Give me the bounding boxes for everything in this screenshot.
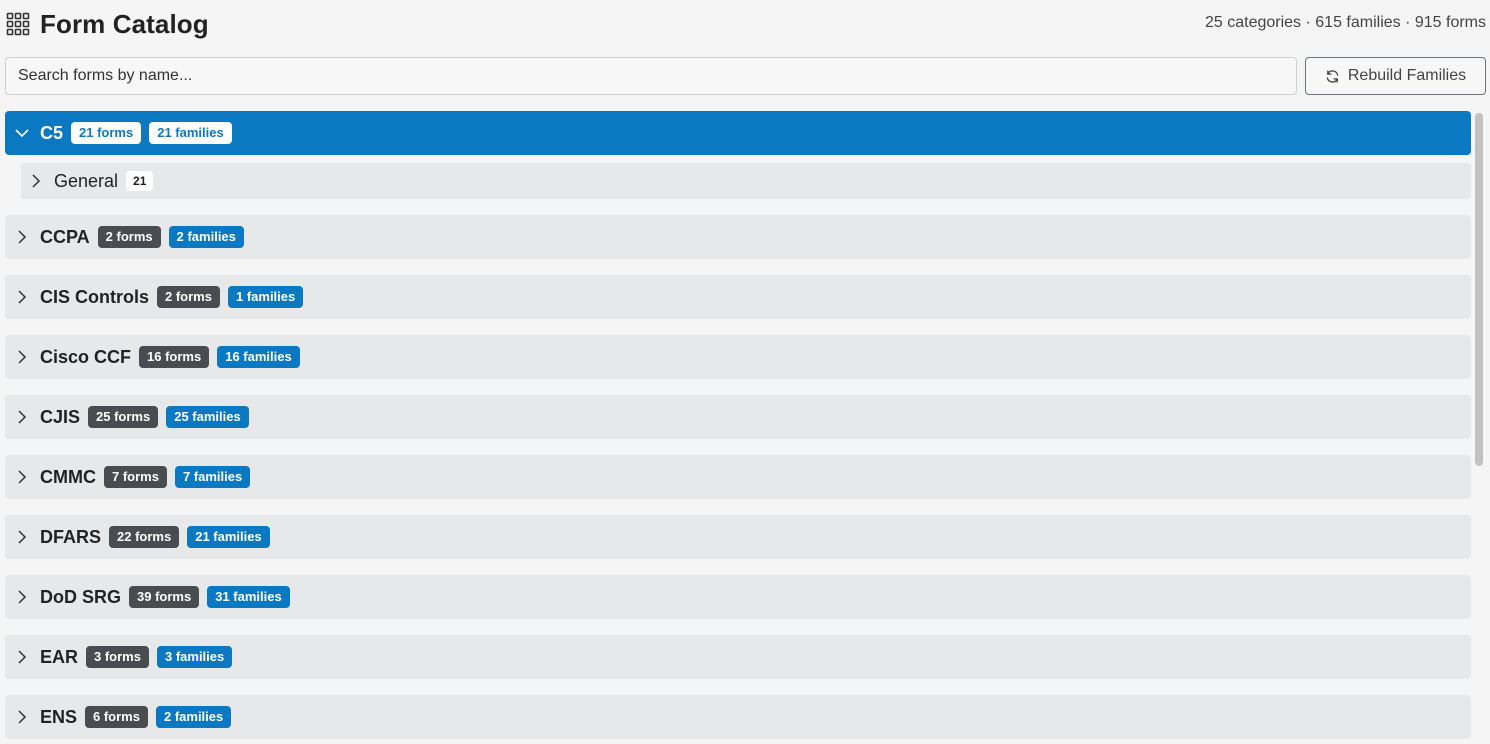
chevron-right-icon (15, 290, 29, 304)
category-name: EAR (40, 646, 79, 667)
chevron-right-icon (15, 650, 29, 664)
category-row-cmmc[interactable]: CMMC 7 forms 7 families (5, 455, 1471, 499)
category-name: ENS (40, 706, 78, 727)
families-count-badge: 2 families (168, 226, 244, 248)
forms-count-badge: 22 forms (109, 526, 180, 548)
catalog-stats: 25 categories · 615 families · 915 forms (1204, 14, 1486, 31)
chevron-right-icon (15, 470, 29, 484)
rebuild-families-button[interactable]: Rebuild Families (1305, 57, 1486, 95)
subcategory-count-badge: 21 (126, 171, 154, 191)
chevron-down-icon (15, 126, 29, 140)
category-name: CCPA (40, 226, 90, 247)
subcategory-row-general[interactable]: General 21 (21, 163, 1471, 199)
families-count-badge: 2 families (155, 706, 232, 728)
category-row-ccpa[interactable]: CCPA 2 forms 2 families (5, 215, 1471, 259)
category-name: CJIS (40, 406, 81, 427)
forms-count-badge: 7 forms (104, 466, 167, 488)
category-row-dod-srg[interactable]: DoD SRG 39 forms 31 families (5, 575, 1471, 619)
page-title: Form Catalog (40, 8, 209, 39)
rebuild-families-label: Rebuild Families (1347, 67, 1467, 84)
chevron-right-icon (15, 710, 29, 724)
chevron-right-icon (15, 230, 29, 244)
chevron-right-icon (29, 174, 43, 188)
forms-count-badge: 21 forms (71, 122, 142, 144)
families-count-badge: 3 families (156, 646, 233, 668)
title-wrap: Form Catalog (6, 6, 209, 42)
families-count-badge: 1 families (227, 286, 304, 308)
chevron-right-icon (15, 350, 29, 364)
category-row-c5[interactable]: C5 21 forms 21 families (5, 111, 1471, 155)
category-name: CMMC (40, 466, 96, 487)
families-count-badge: 31 families (207, 586, 290, 608)
forms-count-badge: 3 forms (86, 646, 149, 668)
category-name: Cisco CCF (40, 346, 132, 367)
forms-count-badge: 6 forms (85, 706, 148, 728)
category-name: CIS Controls (40, 286, 150, 307)
forms-count-badge: 39 forms (129, 586, 200, 608)
forms-count-badge: 2 forms (97, 226, 161, 248)
families-count-badge: 16 families (217, 346, 300, 368)
category-row-ear[interactable]: EAR 3 forms 3 families (5, 635, 1471, 679)
subcategory-name: General (54, 170, 119, 191)
category-name: DFARS (40, 526, 102, 547)
families-count-badge: 7 families (174, 466, 251, 488)
category-row-cis-controls[interactable]: CIS Controls 2 forms 1 families (5, 275, 1471, 319)
forms-count-badge: 25 forms (88, 406, 159, 428)
families-count-badge: 21 families (187, 526, 270, 548)
category-row-dfars[interactable]: DFARS 22 forms 21 families (5, 515, 1471, 559)
search-row: Rebuild Families (5, 57, 1486, 95)
forms-count-badge: 16 forms (139, 346, 210, 368)
category-name: C5 (40, 122, 64, 143)
grid-icon (6, 12, 30, 36)
chevron-right-icon (15, 530, 29, 544)
refresh-icon (1325, 69, 1340, 84)
forms-count-badge: 2 forms (157, 286, 220, 308)
search-input[interactable] (5, 57, 1297, 95)
families-count-badge: 25 families (166, 406, 249, 428)
chevron-right-icon (15, 410, 29, 424)
chevron-right-icon (15, 590, 29, 604)
category-name: DoD SRG (40, 586, 121, 607)
scrollbar-thumb[interactable] (1475, 113, 1483, 466)
header: Form Catalog 25 categories · 615 familie… (6, 6, 1486, 42)
category-row-ens[interactable]: ENS 6 forms 2 families (5, 695, 1471, 739)
category-row-cjis[interactable]: CJIS 25 forms 25 families (5, 395, 1471, 439)
families-count-badge: 21 families (149, 122, 232, 144)
category-row-cisco-ccf[interactable]: Cisco CCF 16 forms 16 families (5, 335, 1471, 379)
